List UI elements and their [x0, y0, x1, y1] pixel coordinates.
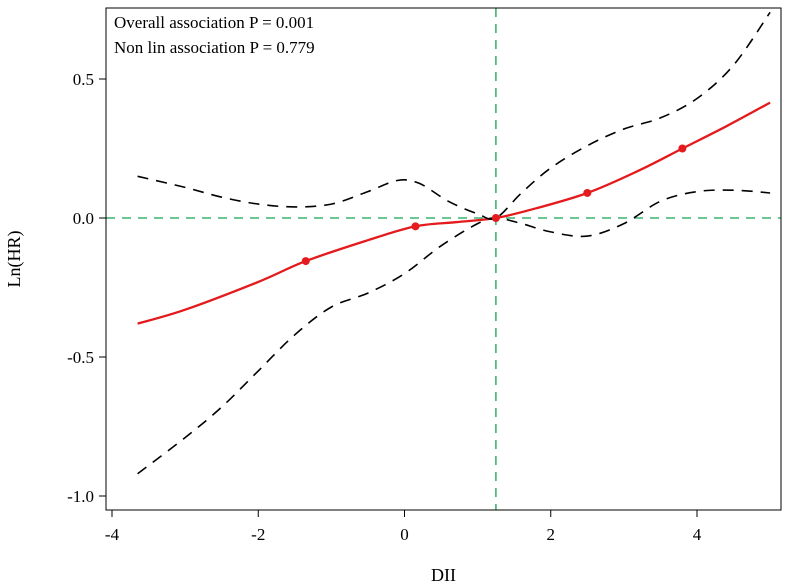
annotation-overall-p: Overall association P = 0.001: [114, 13, 314, 32]
data-point-marker: [491, 214, 500, 222]
y-tick-label: -0.5: [67, 348, 94, 367]
series-line-estimate: [137, 101, 771, 325]
data-point-marker: [411, 222, 420, 231]
y-tick-label: 0.0: [73, 209, 94, 228]
y-axis-title: Ln(HR): [4, 231, 25, 288]
x-axis-title: DII: [431, 565, 456, 585]
data-point-marker: [583, 188, 592, 197]
data-point-marker: [678, 144, 687, 153]
y-tick-label: -1.0: [67, 487, 94, 506]
x-tick-label: 4: [693, 525, 702, 544]
y-tick-label: 0.5: [73, 70, 94, 89]
data-point-marker: [301, 257, 310, 266]
series-line-upper-ci: [137, 11, 771, 221]
x-tick-label: 0: [400, 525, 409, 544]
x-tick-label: -2: [251, 525, 265, 544]
x-tick-label: 2: [547, 525, 556, 544]
x-tick-label: -4: [105, 525, 120, 544]
annotation-nonlin-p: Non lin association P = 0.779: [114, 38, 315, 57]
plot-frame: [105, 7, 782, 511]
series-line-lower-ci: [137, 189, 771, 475]
